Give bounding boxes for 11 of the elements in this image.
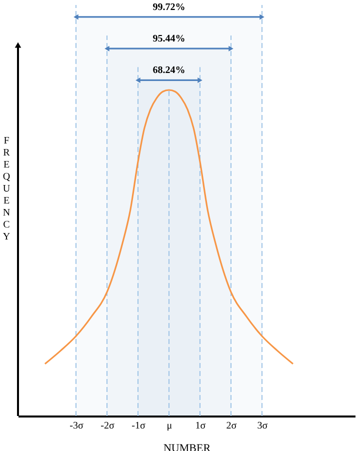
band-label: 95.44%	[152, 34, 186, 45]
x-tick-label: μ	[166, 420, 172, 432]
x-tick-label: -2σ	[100, 420, 115, 432]
x-tick-label: 3σ	[257, 420, 268, 432]
x-tick-label: 2σ	[226, 420, 238, 432]
text: FREQUENCY	[2, 136, 10, 242]
x-tick-label: -1σ	[132, 420, 146, 432]
band-label: 99.72%	[152, 2, 186, 13]
x-tick-label: 1σ	[195, 420, 206, 432]
band-label: 68.24%	[152, 65, 186, 76]
x-tick-label: -3σ	[70, 420, 84, 432]
